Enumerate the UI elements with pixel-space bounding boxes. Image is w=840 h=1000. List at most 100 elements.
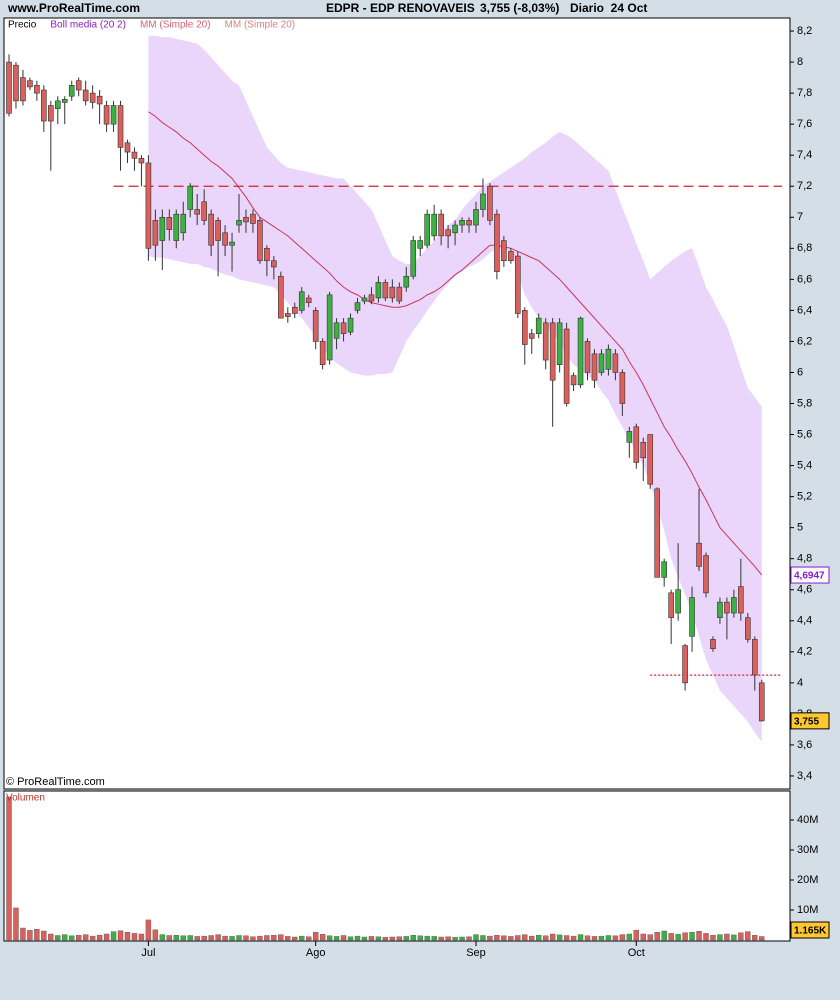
- y-tick-label: 5,2: [797, 491, 812, 503]
- candle-body: [612, 353, 619, 373]
- volume-bar: [577, 934, 584, 941]
- volume-bar: [633, 929, 639, 941]
- volume-bar: [542, 935, 549, 941]
- y-tick-label: 7,4: [797, 149, 812, 161]
- candle-body: [96, 95, 103, 105]
- candle-body: [738, 586, 744, 614]
- volume-bar: [361, 936, 368, 941]
- candle-body: [243, 216, 249, 223]
- volume-bar: [208, 935, 214, 941]
- y-tick-label: 5,8: [797, 397, 812, 409]
- volume-bar: [529, 935, 535, 941]
- candle-body: [751, 639, 758, 676]
- volume-bar: [591, 936, 598, 941]
- candle-body: [173, 213, 180, 241]
- volume-bar: [494, 935, 500, 941]
- volume-bar: [738, 932, 744, 941]
- candle-body: [159, 216, 166, 241]
- volume-bar: [222, 935, 228, 941]
- volume-bar: [340, 935, 347, 941]
- legend-entry: MM (Simple 20): [225, 20, 296, 31]
- volume-bar: [654, 932, 660, 941]
- candle-body: [117, 105, 124, 148]
- candle-body: [333, 322, 340, 339]
- volume-title: Volumen: [6, 793, 45, 804]
- volume-bar: [522, 934, 528, 941]
- volume-bar: [180, 935, 186, 941]
- volume-bar: [110, 931, 117, 941]
- y-tick-label: 3,4: [797, 770, 812, 782]
- y-tick-label: 4,6: [797, 584, 812, 596]
- y-tick-label: 6,4: [797, 304, 812, 316]
- volume-marker-box: [790, 921, 830, 939]
- volume-bar: [166, 935, 173, 941]
- chart-title: EDPR - EDP RENOVAVEIS: [326, 1, 475, 15]
- volume-bar: [173, 935, 179, 941]
- candle-body: [389, 286, 396, 299]
- candle-body: [340, 322, 347, 334]
- y-tick-label: 5: [797, 522, 803, 534]
- y-tick-label: 7: [797, 211, 803, 223]
- candle-body: [298, 291, 305, 311]
- moving-average: [148, 111, 763, 576]
- candle-body: [229, 241, 235, 246]
- volume-bar: [145, 919, 152, 941]
- candle-body: [54, 100, 61, 109]
- candle-body: [236, 220, 242, 226]
- volume-bar: [62, 934, 68, 941]
- candle-body: [110, 105, 117, 125]
- candle-body: [556, 322, 563, 366]
- candle-body: [724, 601, 730, 614]
- x-tick-label: Jul: [141, 947, 155, 959]
- volume-bar: [438, 936, 444, 941]
- volume-bar: [13, 907, 19, 941]
- candle-body: [410, 240, 417, 277]
- volume-bar: [326, 935, 333, 941]
- y-tick-label: 8,2: [797, 25, 812, 37]
- candle-body: [647, 434, 654, 485]
- volume-bar: [159, 934, 166, 941]
- candle-body: [13, 64, 19, 102]
- candle-body: [640, 441, 647, 459]
- volume-bar: [201, 935, 207, 941]
- copyright: © ProRealTime.com: [6, 776, 105, 788]
- volume-bar: [696, 931, 702, 941]
- volume-bar: [570, 935, 577, 941]
- candle-body: [34, 85, 40, 94]
- volume-bar: [152, 929, 159, 941]
- volume-bar: [34, 929, 40, 941]
- candle-body: [452, 224, 458, 234]
- candle-body: [138, 157, 145, 164]
- volume-bar: [187, 935, 193, 941]
- volume-bar: [717, 934, 723, 941]
- volume-bar: [299, 935, 305, 941]
- candle-body: [528, 333, 535, 339]
- y-tick-label: 30M: [797, 844, 818, 856]
- candle-body: [535, 317, 542, 334]
- volume-bar: [27, 930, 33, 941]
- candle-body: [124, 142, 131, 153]
- candle-body: [271, 260, 277, 268]
- candle-body: [508, 251, 514, 262]
- candle-body: [368, 294, 375, 302]
- volume-bar: [20, 927, 26, 941]
- volume-bar: [236, 935, 242, 941]
- y-tick-label: 5,4: [797, 459, 812, 471]
- candle-body: [758, 682, 765, 722]
- candle-body: [194, 209, 200, 215]
- x-tick-label: Sep: [466, 947, 486, 959]
- volume-bar: [375, 936, 382, 941]
- candle-body: [689, 597, 695, 637]
- y-tick-label: 7,6: [797, 118, 812, 130]
- candle-body: [257, 220, 263, 262]
- volume-bar: [731, 934, 737, 941]
- volume-bar: [410, 935, 416, 941]
- y-tick-label: 10M: [797, 904, 818, 916]
- candle-body: [291, 306, 298, 314]
- candle-body: [61, 99, 68, 103]
- volume-bar: [368, 936, 375, 941]
- candle-body: [89, 92, 96, 103]
- volume-bar: [466, 936, 472, 941]
- volume-bar: [389, 936, 396, 941]
- volume-bar: [6, 796, 12, 941]
